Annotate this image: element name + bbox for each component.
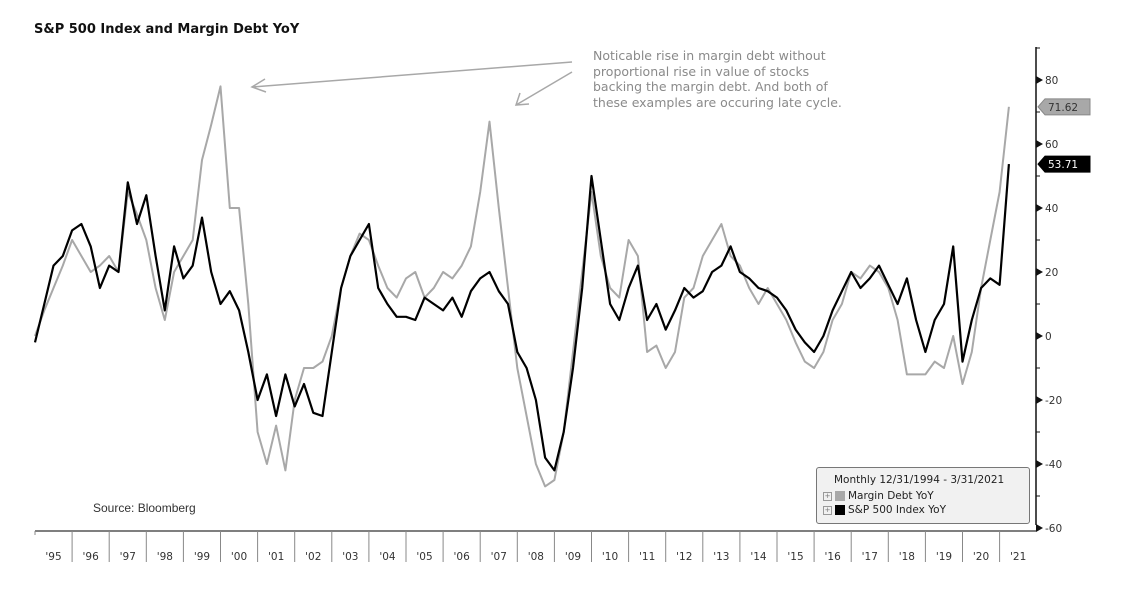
y-tick-label: -60 bbox=[1045, 523, 1062, 535]
x-tick-label: '13 bbox=[713, 551, 729, 563]
y-tick bbox=[1036, 524, 1043, 532]
y-tick bbox=[1036, 140, 1043, 148]
x-tick-label: '21 bbox=[1010, 551, 1026, 563]
x-tick-label: '98 bbox=[157, 551, 173, 563]
y-tick-label: 40 bbox=[1045, 203, 1058, 215]
legend-item-margin-debt[interactable]: + Margin Debt YoY bbox=[823, 490, 934, 502]
annotation-text: Noticable rise in margin debt without pr… bbox=[593, 48, 842, 110]
series-line-sp500 bbox=[33, 164, 1010, 472]
x-tick-label: '20 bbox=[973, 551, 989, 563]
annotation-arrow bbox=[251, 61, 573, 88]
y-tick-label: 20 bbox=[1045, 267, 1058, 279]
expand-icon[interactable]: + bbox=[823, 505, 832, 515]
y-tick bbox=[1036, 332, 1043, 340]
x-tick-label: '03 bbox=[342, 551, 358, 563]
x-tick-label: '96 bbox=[83, 551, 100, 563]
y-tick bbox=[1036, 460, 1043, 468]
y-tick-label: 0 bbox=[1045, 331, 1052, 343]
x-tick-label: '17 bbox=[862, 551, 878, 563]
x-tick-label: '00 bbox=[231, 551, 247, 563]
y-tick-label: 60 bbox=[1045, 139, 1058, 151]
y-tick-label: 80 bbox=[1045, 75, 1058, 87]
arrow-head-icon bbox=[514, 92, 530, 106]
last-value-tag bbox=[1037, 155, 1091, 173]
legend-swatch bbox=[835, 505, 845, 515]
series-line-margin-debt bbox=[34, 85, 1010, 488]
legend-swatch bbox=[835, 491, 845, 501]
expand-icon[interactable]: + bbox=[823, 491, 832, 501]
x-tick-label: '95 bbox=[45, 551, 61, 563]
x-tick-label: '18 bbox=[899, 551, 915, 563]
x-tick-label: '11 bbox=[639, 551, 655, 563]
x-tick-label: '99 bbox=[194, 551, 210, 563]
x-tick-label: '12 bbox=[676, 551, 692, 563]
y-tick bbox=[1036, 396, 1043, 404]
last-value-label: 53.71 bbox=[1048, 159, 1078, 171]
arrow-head-icon bbox=[250, 78, 267, 93]
annotation-arrow bbox=[515, 71, 573, 106]
legend: Monthly 12/31/1994 - 3/31/2021 + Margin … bbox=[816, 467, 1030, 524]
y-tick bbox=[1036, 76, 1043, 84]
x-tick-label: '01 bbox=[268, 551, 284, 563]
y-tick-label: -20 bbox=[1045, 395, 1062, 407]
x-tick-label: '14 bbox=[750, 551, 767, 563]
y-tick bbox=[1036, 204, 1043, 212]
x-tick-label: '07 bbox=[491, 551, 507, 563]
x-tick-label: '10 bbox=[602, 551, 618, 563]
y-tick-label: -40 bbox=[1045, 459, 1062, 471]
x-tick-label: '19 bbox=[936, 551, 952, 563]
source-label: Source: Bloomberg bbox=[93, 501, 196, 515]
legend-label: Margin Debt YoY bbox=[848, 490, 934, 502]
legend-item-sp500[interactable]: + S&P 500 Index YoY bbox=[823, 504, 946, 516]
x-tick-label: '09 bbox=[565, 551, 581, 563]
legend-title: Monthly 12/31/1994 - 3/31/2021 bbox=[834, 474, 1005, 486]
legend-label: S&P 500 Index YoY bbox=[848, 504, 947, 516]
x-tick-label: '06 bbox=[454, 551, 471, 563]
x-tick-label: '05 bbox=[416, 551, 432, 563]
chart-title: S&P 500 Index and Margin Debt YoY bbox=[34, 22, 300, 37]
x-tick-label: '08 bbox=[528, 551, 544, 563]
x-tick-label: '02 bbox=[305, 551, 321, 563]
last-value-tag bbox=[1037, 98, 1091, 116]
x-tick-label: '97 bbox=[120, 551, 136, 563]
last-value-label: 71.62 bbox=[1048, 102, 1078, 114]
x-tick-label: '04 bbox=[379, 551, 396, 563]
y-tick bbox=[1036, 268, 1043, 276]
x-tick-label: '15 bbox=[787, 551, 803, 563]
x-tick-label: '16 bbox=[825, 551, 842, 563]
